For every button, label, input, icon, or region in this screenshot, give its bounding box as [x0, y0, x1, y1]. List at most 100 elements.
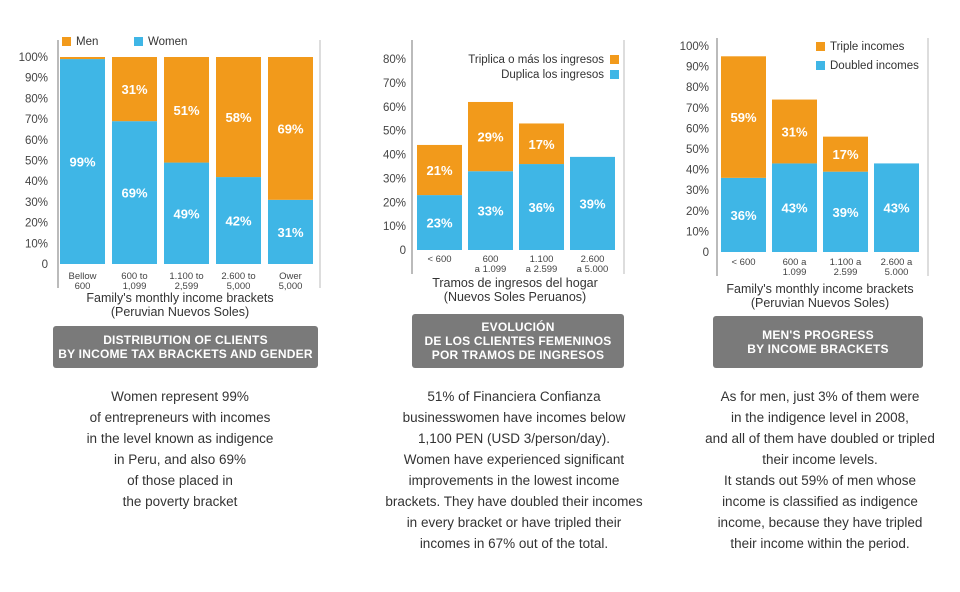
description-line: It stands out 59% of men whose	[723, 473, 917, 488]
data-label: 33%	[477, 204, 503, 219]
chart-title-line: DE LOS CLIENTES FEMENINOS	[424, 334, 612, 348]
y-tick-label: 20%	[383, 197, 406, 209]
bar-triple-incomes	[823, 136, 868, 172]
chart-title-banner: EVOLUCIÓN DE LOS CLIENTES FEMENINOS POR …	[412, 314, 624, 368]
chart-title-line: BY INCOME TAX BRACKETS AND GENDER	[58, 347, 313, 361]
bar-doubled-incomes	[721, 177, 766, 252]
data-label: 99%	[69, 155, 95, 170]
data-label: 36%	[528, 200, 554, 215]
y-tick-label: 90%	[25, 73, 48, 85]
description-line: of entrepreneurs with incomes	[89, 410, 271, 425]
data-label: 43%	[781, 201, 807, 216]
data-label: 39%	[832, 205, 858, 220]
bar-doubled-incomes	[874, 163, 919, 252]
x-category-label: 5,000	[227, 281, 251, 292]
data-label: 31%	[781, 124, 807, 139]
description-line: businesswomen have incomes below	[402, 410, 626, 425]
x-category-label: a 5.000	[577, 264, 609, 275]
description-line: improvements in the lowest income	[408, 473, 620, 488]
bar-women	[216, 177, 261, 264]
bar-duplica-los-ingresos	[519, 164, 564, 250]
description-line: As for men, just 3% of them were	[720, 389, 920, 404]
y-tick-label: 30%	[383, 173, 406, 185]
data-label: 17%	[528, 137, 554, 152]
data-label: 31%	[121, 82, 147, 97]
data-label: 23%	[426, 216, 452, 231]
y-tick-label: 100%	[19, 52, 48, 64]
data-label: 49%	[173, 206, 199, 221]
y-tick-label: 60%	[383, 102, 406, 114]
bar-triplica-o-m-s-los-ingresos	[417, 144, 462, 196]
chart-title-banner: MEN'S PROGRESS BY INCOME BRACKETS	[713, 316, 923, 368]
bar-doubled-incomes	[772, 163, 817, 252]
y-tick-label: 50%	[383, 126, 406, 138]
legend-swatch	[610, 55, 619, 64]
chart-title-line: POR TRAMOS DE INGRESOS	[431, 348, 605, 362]
y-tick-label: 40%	[383, 150, 406, 162]
x-category-label: 600	[483, 254, 499, 265]
bar-triplica-o-m-s-los-ingresos	[468, 101, 513, 172]
bar-men	[268, 57, 313, 200]
bar-women	[268, 199, 313, 264]
data-label: 36%	[730, 208, 756, 223]
chart-title-line: MEN'S PROGRESS	[762, 328, 874, 342]
legend-swatch	[62, 37, 71, 46]
legend-label: Duplica los ingresos	[501, 69, 604, 81]
legend-label: Doubled incomes	[830, 60, 919, 72]
y-tick-label: 10%	[25, 238, 48, 250]
legend-label: Men	[76, 36, 98, 48]
description-line: in Peru, and also 69%	[113, 452, 247, 467]
chart-title-line: BY INCOME BRACKETS	[747, 342, 889, 356]
bar-men	[216, 57, 261, 178]
x-category-label: 1,099	[123, 281, 147, 292]
y-tick-label: 50%	[25, 156, 48, 168]
description-line: the poverty bracket	[122, 494, 238, 509]
description-line: brackets. They have doubled their income…	[385, 494, 643, 509]
y-tick-label: 70%	[383, 78, 406, 90]
bar-duplica-los-ingresos	[468, 171, 513, 250]
data-label: 17%	[832, 147, 858, 162]
bar-triple-incomes	[721, 56, 766, 178]
chart-female-evolution: 0 10% 20% 30% 40% 50% 60% 70% 80% 21% 23% < 600 29% 3…	[383, 40, 625, 304]
data-label: 51%	[173, 103, 199, 118]
data-label: 31%	[277, 225, 303, 240]
bar-women	[112, 121, 157, 264]
bar-men	[112, 57, 157, 122]
data-label: 29%	[477, 130, 503, 145]
x-category-label: a 2.599	[526, 264, 558, 275]
x-category-label: 600 a	[783, 257, 807, 268]
x-axis-title: (Peruvian Nuevos Soles)	[751, 296, 889, 310]
panel-gender-distribution: 0 10% 20% 30% 40% 50% 60% 70% 80% 90% 100% 99% Bello…	[0, 0, 330, 592]
bar-women	[164, 162, 209, 264]
chart-description: Women represent 99% of entrepreneurs wit…	[20, 386, 340, 512]
x-axis-title: (Peruvian Nuevos Soles)	[111, 305, 249, 319]
description-line: 1,100 PEN (USD 3/person/day).	[417, 431, 611, 446]
description-line: Women represent 99%	[111, 389, 249, 404]
y-tick-label: 20%	[686, 206, 709, 218]
legend-swatch	[816, 42, 825, 51]
y-tick-label: 90%	[686, 62, 709, 74]
description-line: of those placed in	[127, 473, 233, 488]
description-line: and all of them have doubled or tripled	[705, 431, 935, 446]
bar-duplica-los-ingresos	[570, 156, 615, 250]
description-line: Women have experienced significant	[403, 452, 625, 467]
description-line: in the indigence level in 2008,	[731, 410, 909, 425]
y-tick-label: 80%	[383, 54, 406, 66]
y-tick-label: 40%	[686, 165, 709, 177]
description-line: income is classified as indigence	[722, 494, 918, 509]
bar-duplica-los-ingresos	[417, 195, 462, 250]
x-category-label: 2.599	[834, 267, 858, 278]
y-tick-label: 30%	[25, 197, 48, 209]
data-label: 42%	[225, 214, 251, 229]
chart-gender-distribution: 0 10% 20% 30% 40% 50% 60% 70% 80% 90% 100% 99% Bello…	[19, 36, 321, 319]
y-tick-label: 60%	[25, 135, 48, 147]
legend-swatch	[610, 70, 619, 79]
x-category-label: < 600	[731, 257, 755, 268]
x-category-label: 1.100	[530, 254, 554, 265]
chart-title-line: EVOLUCIÓN	[481, 320, 555, 334]
data-label: 43%	[883, 201, 909, 216]
data-label: 69%	[121, 186, 147, 201]
x-axis-title: Family's monthly income brackets	[726, 282, 913, 296]
chart-title-line: DISTRIBUTION OF CLIENTS	[103, 333, 268, 347]
bar-women	[60, 59, 105, 264]
